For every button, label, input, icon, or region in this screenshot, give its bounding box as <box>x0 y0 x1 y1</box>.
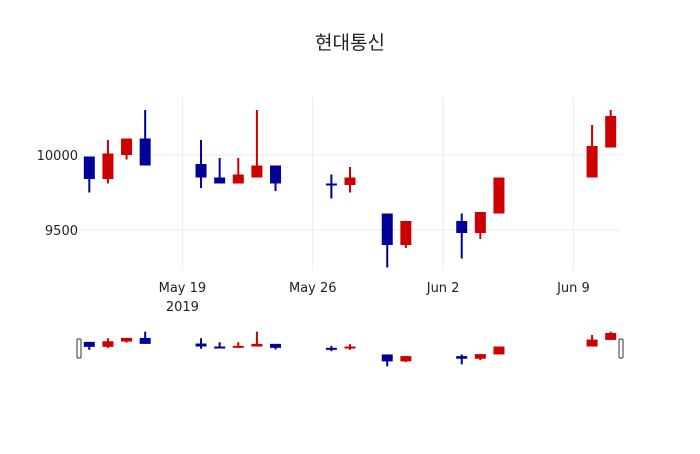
candle-body <box>121 138 133 155</box>
candle[interactable] <box>214 158 226 184</box>
candle-body <box>586 146 598 178</box>
candle-body <box>456 221 468 233</box>
candle[interactable] <box>586 125 598 178</box>
candle-body <box>102 153 114 179</box>
candle-body <box>493 177 505 214</box>
slider-candle <box>195 338 207 349</box>
candle[interactable] <box>456 213 468 259</box>
slider-candle <box>400 356 412 363</box>
slider-candle <box>102 338 114 348</box>
x-tick-label: May 19 <box>159 281 207 296</box>
slider-candle <box>83 341 95 350</box>
candle[interactable] <box>400 221 412 248</box>
range-slider[interactable] <box>76 331 624 367</box>
slider-candle <box>605 331 617 340</box>
slider-candle <box>121 337 133 343</box>
range-slider-left-handle[interactable] <box>76 338 82 359</box>
slider-candle <box>325 345 337 352</box>
slider-candle <box>214 342 226 349</box>
candle[interactable] <box>270 165 282 192</box>
slider-candle <box>344 344 356 350</box>
candle[interactable] <box>102 140 114 184</box>
x-axis: May 19 2019 May 26 Jun 2 Jun 9 <box>159 281 590 315</box>
slider-candle <box>139 331 151 344</box>
x-tick-year-label: 2019 <box>166 300 199 315</box>
y-tick-label: 9500 <box>45 224 78 239</box>
candle-body <box>381 213 393 245</box>
slider-candle <box>270 343 282 350</box>
x-tick-label: Jun 2 <box>426 281 460 296</box>
candle[interactable] <box>83 156 95 193</box>
candle-body <box>270 165 282 184</box>
candle[interactable] <box>121 138 133 160</box>
slider-candle <box>251 331 263 347</box>
slider-candle <box>493 346 505 355</box>
slider-candle <box>232 342 244 348</box>
candle-body <box>83 156 95 179</box>
candle-body <box>232 174 244 184</box>
candles[interactable] <box>83 110 617 268</box>
candle-body <box>139 138 151 166</box>
candle-body <box>474 212 486 233</box>
candle[interactable] <box>325 174 337 199</box>
candle[interactable] <box>474 212 486 239</box>
candle[interactable] <box>493 177 505 214</box>
candle[interactable] <box>381 213 393 268</box>
y-tick-label: 10000 <box>37 149 78 164</box>
slider-candle <box>474 354 486 361</box>
candle-body <box>400 221 412 245</box>
candle[interactable] <box>344 167 356 193</box>
candle-body <box>344 177 356 185</box>
candle[interactable] <box>139 110 151 166</box>
range-slider-right-handle[interactable] <box>618 338 624 359</box>
slider-candle <box>456 354 468 365</box>
candle-body <box>325 183 337 186</box>
candle-body <box>214 177 226 184</box>
candle[interactable] <box>605 110 617 148</box>
chart-title: 현대통신 <box>315 32 385 54</box>
x-tick-label: Jun 9 <box>556 281 590 296</box>
y-axis: 9500 10000 <box>37 149 78 239</box>
candle-body <box>251 165 263 178</box>
slider-candle <box>381 354 393 367</box>
gridlines <box>80 97 620 270</box>
candle[interactable] <box>251 110 263 178</box>
candle-body <box>195 164 207 178</box>
candle[interactable] <box>232 158 244 184</box>
candle[interactable] <box>195 140 207 188</box>
slider-candle <box>586 334 598 347</box>
candle-body <box>605 116 617 148</box>
x-tick-label: May 26 <box>289 281 337 296</box>
